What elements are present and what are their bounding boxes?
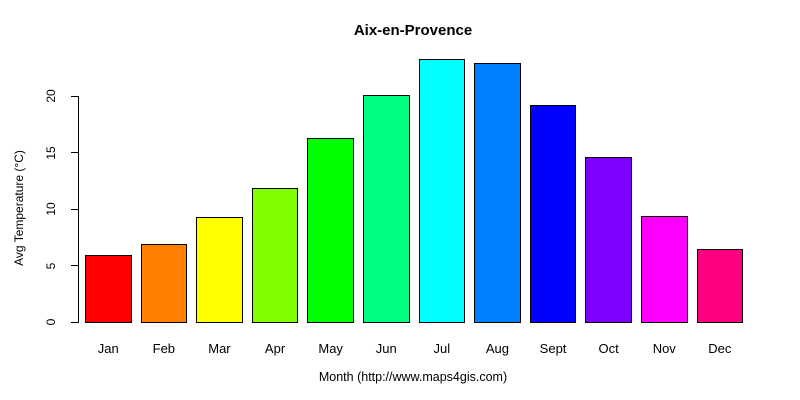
bar-nov (641, 215, 688, 323)
x-tick-label-sept: Sept (539, 340, 567, 356)
x-tick-label-dec: Dec (708, 340, 732, 356)
x-tick-label-oct: Oct (598, 340, 619, 356)
bar-oct (585, 157, 632, 323)
bar-feb (140, 244, 188, 323)
y-axis-title: Avg Temperature (°C) (12, 150, 26, 266)
y-axis-tick (71, 152, 78, 154)
y-axis-tick (71, 265, 78, 267)
y-axis-tick (71, 321, 78, 323)
y-axis-tick (71, 95, 78, 97)
bar-aug (474, 62, 521, 323)
x-tick-label-mar: Mar (208, 340, 231, 356)
x-tick-label-may: May (318, 340, 343, 356)
x-tick-label-feb: Feb (152, 340, 176, 356)
bar-sept (529, 105, 577, 323)
y-tick-label: 0 (44, 318, 58, 326)
y-axis-line (78, 96, 79, 323)
chart-title: Aix-en-Provence (353, 22, 473, 39)
bar-apr (251, 187, 299, 323)
x-tick-label-jul: Jul (433, 340, 451, 356)
bar-mar (196, 217, 243, 323)
y-tick-label: 5 (44, 262, 58, 269)
bar-jan (85, 255, 132, 323)
x-axis-title: Month (http://www.maps4gis.com) (318, 370, 508, 384)
y-tick-label: 10 (44, 202, 58, 216)
x-tick-label-jun: Jun (375, 340, 397, 356)
y-tick-label: 20 (44, 89, 58, 104)
bar-jun (363, 95, 410, 323)
x-tick-label-nov: Nov (652, 340, 676, 356)
x-tick-label-aug: Aug (485, 340, 509, 356)
x-tick-label-apr: Apr (264, 340, 286, 356)
bar-jul (418, 59, 466, 323)
bar-dec (696, 248, 744, 323)
y-axis-tick (71, 208, 78, 210)
x-tick-label-jan: Jan (97, 340, 119, 356)
y-tick-label: 15 (44, 146, 58, 160)
bar-may (307, 138, 354, 323)
